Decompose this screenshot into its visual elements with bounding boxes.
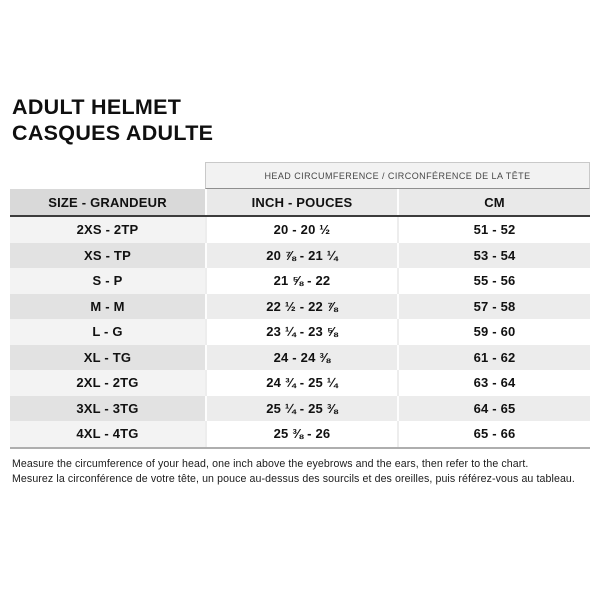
- cm-cell: 59 - 60: [397, 319, 590, 345]
- inch-cell: 23 ¼ - 23 ⅝: [205, 319, 397, 345]
- cm-cell: 57 - 58: [397, 293, 590, 319]
- cm-cell: 61 - 62: [397, 344, 590, 370]
- size-cell: 3XL - 3TG: [10, 395, 205, 421]
- inch-cell: 24 - 24 ⅜: [205, 344, 397, 370]
- table-row: S - P 21 ⅝ - 22 55 - 56: [10, 268, 590, 294]
- size-cell: 4XL - 4TG: [10, 421, 205, 447]
- column-header-inch: INCH - POUCES: [205, 189, 397, 215]
- inch-cell: 21 ⅝ - 22: [205, 268, 397, 294]
- table-row: L - G 23 ¼ - 23 ⅝ 59 - 60: [10, 319, 590, 345]
- inch-cell: 20 - 20 ½: [205, 217, 397, 243]
- size-cell: 2XS - 2TP: [10, 217, 205, 243]
- size-cell: L - G: [10, 319, 205, 345]
- inch-cell: 22 ½ - 22 ⅞: [205, 293, 397, 319]
- column-header-size: SIZE - GRANDEUR: [10, 189, 205, 215]
- page-title: ADULT HELMET CASQUES ADULTE: [12, 94, 213, 146]
- size-cell: XS - TP: [10, 242, 205, 268]
- size-chart-table: HEAD CIRCUMFERENCE / CIRCONFÉRENCE DE LA…: [10, 162, 590, 449]
- inch-cell: 25 ⅜ - 26: [205, 421, 397, 447]
- table-body: 2XS - 2TP 20 - 20 ½ 51 - 52 XS - TP 20 ⅞…: [10, 217, 590, 449]
- page-title-line-en: ADULT HELMET: [12, 95, 182, 119]
- size-cell: 2XL - 2TG: [10, 370, 205, 396]
- table-row: XS - TP 20 ⅞ - 21 ¼ 53 - 54: [10, 242, 590, 268]
- table-row: 3XL - 3TG 25 ¼ - 25 ⅜ 64 - 65: [10, 395, 590, 421]
- size-cell: M - M: [10, 293, 205, 319]
- inch-cell: 20 ⅞ - 21 ¼: [205, 242, 397, 268]
- cm-cell: 63 - 64: [397, 370, 590, 396]
- cm-cell: 64 - 65: [397, 395, 590, 421]
- table-row: XL - TG 24 - 24 ⅜ 61 - 62: [10, 344, 590, 370]
- size-cell: S - P: [10, 268, 205, 294]
- cm-cell: 51 - 52: [397, 217, 590, 243]
- head-circumference-banner: HEAD CIRCUMFERENCE / CIRCONFÉRENCE DE LA…: [205, 162, 590, 189]
- page-title-line-fr: CASQUES ADULTE: [12, 121, 214, 145]
- cm-cell: 55 - 56: [397, 268, 590, 294]
- measurement-instructions: Measure the circumference of your head, …: [12, 457, 588, 486]
- table-header-row: SIZE - GRANDEUR INCH - POUCES CM: [10, 189, 590, 217]
- cm-cell: 53 - 54: [397, 242, 590, 268]
- inch-cell: 24 ¾ - 25 ¼: [205, 370, 397, 396]
- size-cell: XL - TG: [10, 344, 205, 370]
- table-row: 4XL - 4TG 25 ⅜ - 26 65 - 66: [10, 421, 590, 447]
- table-row: 2XL - 2TG 24 ¾ - 25 ¼ 63 - 64: [10, 370, 590, 396]
- cm-cell: 65 - 66: [397, 421, 590, 447]
- instruction-line-fr: Mesurez la circonférence de votre tête, …: [12, 472, 575, 485]
- table-row: M - M 22 ½ - 22 ⅞ 57 - 58: [10, 293, 590, 319]
- table-row: 2XS - 2TP 20 - 20 ½ 51 - 52: [10, 217, 590, 243]
- inch-cell: 25 ¼ - 25 ⅜: [205, 395, 397, 421]
- instruction-line-en: Measure the circumference of your head, …: [12, 458, 529, 470]
- column-header-cm: CM: [397, 189, 590, 215]
